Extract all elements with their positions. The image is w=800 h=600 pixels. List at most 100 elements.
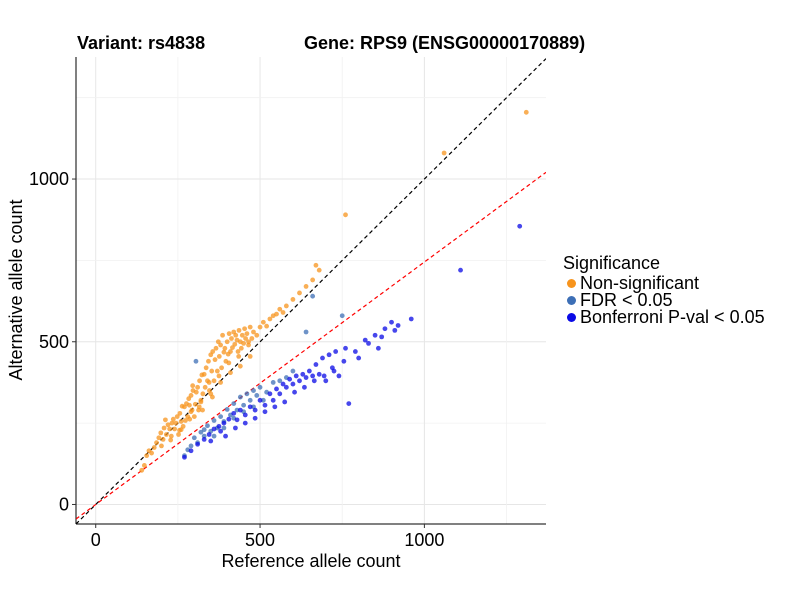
data-point: [270, 380, 276, 385]
data-point: [213, 345, 219, 351]
data-point: [297, 378, 302, 384]
data-point: [200, 391, 206, 397]
data-point: [292, 389, 297, 395]
data-point: [441, 150, 447, 156]
data-point: [247, 404, 253, 410]
data-point: [303, 375, 309, 380]
data-point: [242, 420, 248, 426]
data-point: [236, 327, 242, 333]
data-point: [196, 404, 202, 410]
data-point: [174, 414, 180, 420]
data-point: [264, 323, 270, 329]
data-point: [313, 362, 319, 367]
data-point: [156, 435, 162, 441]
x-axis-ticks: 0 500 1000: [91, 524, 444, 550]
data-point: [190, 383, 196, 389]
data-point: [336, 373, 342, 379]
data-point: [257, 397, 263, 403]
data-point: [282, 399, 288, 405]
data-point: [246, 339, 251, 345]
data-point: [302, 384, 307, 390]
data-point: [154, 440, 159, 446]
data-point: [283, 384, 289, 390]
series-non-significant: [139, 109, 529, 473]
legend-title: Significance: [563, 253, 661, 273]
data-point: [277, 306, 283, 312]
data-point: [235, 349, 241, 354]
data-point: [297, 290, 302, 296]
data-point: [339, 313, 345, 319]
data-point: [231, 401, 237, 406]
data-point: [244, 331, 250, 337]
data-point: [197, 378, 202, 384]
data-point: [313, 262, 319, 268]
data-point: [163, 432, 169, 437]
data-point: [408, 316, 414, 322]
data-point: [232, 341, 238, 347]
y-tick-label: 0: [59, 494, 69, 514]
data-point: [379, 334, 385, 340]
data-point: [211, 418, 217, 423]
legend-label: Bonferroni P-val < 0.05: [580, 307, 765, 327]
data-point: [287, 376, 293, 382]
data-point: [320, 355, 325, 361]
data-point: [321, 373, 327, 379]
data-point: [272, 404, 278, 410]
data-point: [211, 426, 217, 432]
data-point: [198, 399, 204, 405]
data-point: [226, 360, 232, 366]
data-point: [223, 433, 228, 439]
data-point: [303, 329, 309, 335]
data-point: [191, 414, 197, 420]
data-point: [389, 319, 394, 325]
data-point: [226, 331, 232, 337]
data-point: [216, 423, 222, 429]
data-point: [173, 420, 179, 426]
data-point: [168, 437, 174, 443]
data-point: [177, 410, 183, 416]
data-point: [392, 327, 398, 333]
data-point: [333, 349, 339, 354]
data-point: [252, 407, 258, 413]
data-point: [200, 407, 205, 413]
data-point: [151, 445, 157, 450]
data-point: [176, 432, 181, 437]
data-points: [139, 109, 529, 473]
data-point: [218, 342, 224, 348]
legend-item-fdr: FDR < 0.05: [563, 290, 765, 310]
data-point: [169, 420, 175, 426]
data-point: [224, 339, 230, 345]
data-point: [144, 453, 150, 459]
data-point: [224, 407, 230, 412]
data-point: [172, 426, 178, 432]
legend-dot-icon: [567, 313, 576, 322]
legend-label: FDR < 0.05: [580, 290, 673, 310]
data-point: [170, 416, 176, 422]
data-point: [242, 412, 248, 418]
data-point: [270, 397, 276, 403]
reference-lines: [76, 58, 546, 524]
data-point: [306, 368, 312, 374]
axes: [75, 57, 546, 525]
data-point: [221, 420, 227, 426]
data-point: [201, 436, 207, 442]
data-point: [221, 425, 227, 431]
data-point: [234, 417, 240, 423]
data-point: [238, 345, 244, 351]
data-point: [277, 391, 283, 397]
data-point: [241, 402, 247, 408]
data-point: [228, 370, 233, 376]
data-point: [341, 358, 347, 364]
data-point: [188, 409, 194, 415]
data-point: [180, 423, 186, 429]
data-point: [214, 368, 220, 374]
data-point: [229, 336, 234, 341]
data-point: [193, 358, 199, 364]
data-point: [187, 416, 193, 422]
data-point: [206, 358, 211, 364]
data-point: [195, 384, 201, 390]
data-point: [216, 354, 222, 359]
legend-dot-icon: [567, 296, 576, 305]
data-point: [280, 310, 286, 315]
data-point: [158, 430, 164, 436]
